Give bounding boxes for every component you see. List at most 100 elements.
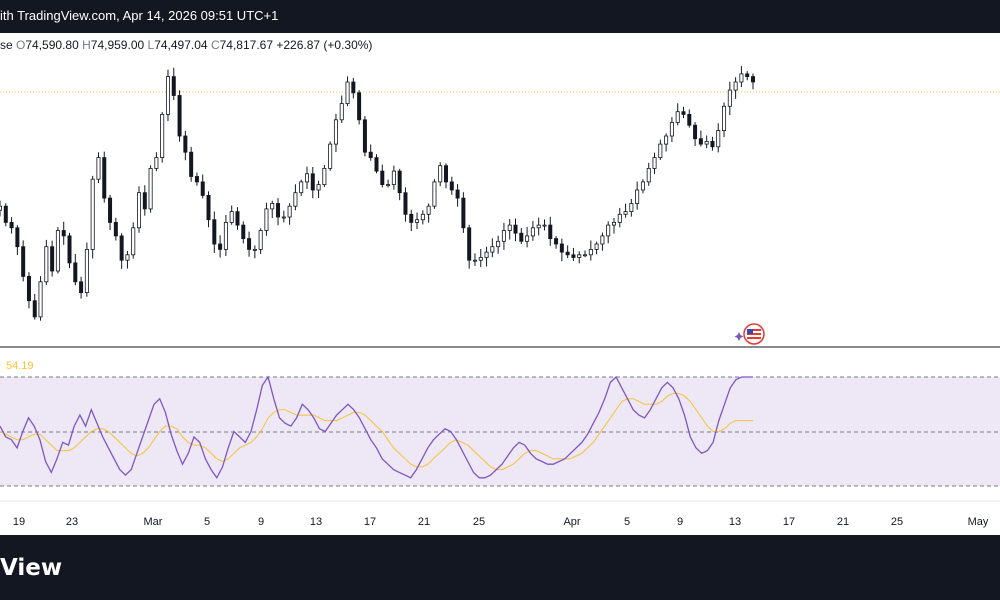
candle-body bbox=[200, 181, 205, 196]
x-tick-label: 5 bbox=[624, 516, 630, 528]
x-tick-label: 19 bbox=[13, 516, 25, 528]
candle-body bbox=[733, 81, 738, 91]
candle-body bbox=[600, 235, 605, 245]
candle-body bbox=[154, 157, 159, 169]
candle-body bbox=[276, 203, 281, 218]
candle-body bbox=[218, 243, 223, 250]
low-key: L bbox=[147, 38, 155, 52]
candle-body bbox=[351, 81, 356, 94]
candle-body bbox=[397, 170, 402, 194]
candle-body bbox=[640, 181, 645, 191]
candle-body bbox=[745, 73, 750, 78]
candle-body bbox=[26, 275, 31, 302]
candle-body bbox=[113, 221, 118, 237]
candle-body bbox=[559, 243, 564, 253]
x-tick-label: Mar bbox=[144, 516, 163, 528]
candle-body bbox=[258, 230, 263, 250]
candle-body bbox=[693, 124, 698, 140]
candle-body bbox=[131, 227, 136, 256]
candle-body bbox=[310, 173, 315, 191]
candle-body bbox=[206, 194, 211, 221]
candle-body bbox=[617, 213, 622, 223]
candle-body bbox=[368, 151, 373, 158]
candle-body bbox=[165, 76, 170, 115]
candle-body bbox=[606, 224, 611, 237]
candle-body bbox=[739, 73, 744, 83]
candles-group bbox=[0, 66, 756, 321]
candle-body bbox=[61, 230, 66, 237]
candle-body bbox=[189, 151, 194, 177]
candle-body bbox=[519, 232, 524, 242]
candle-body bbox=[698, 138, 703, 145]
candle-body bbox=[751, 76, 756, 83]
candle-body bbox=[108, 197, 113, 223]
candle-body bbox=[38, 281, 43, 318]
candle-body bbox=[432, 181, 437, 207]
candle-body bbox=[241, 224, 246, 240]
candle-body bbox=[722, 105, 727, 132]
x-tick-label: 23 bbox=[66, 516, 78, 528]
candle-body bbox=[635, 189, 640, 204]
candle-body bbox=[571, 254, 576, 258]
candle-body bbox=[96, 157, 101, 180]
candle-body bbox=[235, 211, 240, 226]
candle-body bbox=[15, 227, 20, 248]
candle-body bbox=[554, 238, 559, 245]
candle-body bbox=[304, 173, 309, 183]
close-value: 74,817.67 bbox=[219, 38, 273, 52]
candle-body bbox=[264, 208, 269, 231]
candle-body bbox=[536, 224, 541, 229]
candle-body bbox=[322, 167, 327, 185]
x-tick-label: 25 bbox=[473, 516, 485, 528]
x-tick-label: Apr bbox=[563, 516, 580, 528]
candle-body bbox=[44, 246, 49, 283]
candle-body bbox=[9, 221, 14, 229]
price-chart[interactable]: 54.19 19 23 Mar 5 9 13 17 21 25 Apr 5 9 13 17 21 25 May bbox=[0, 33, 1000, 535]
us-flag-event-icon[interactable] bbox=[734, 323, 765, 345]
brand-logo-text: View bbox=[0, 555, 63, 581]
x-tick-label: 21 bbox=[418, 516, 430, 528]
candle-body bbox=[252, 248, 257, 251]
candle-body bbox=[137, 192, 142, 229]
x-tick-label: 13 bbox=[310, 516, 322, 528]
rsi-line bbox=[0, 375, 753, 480]
x-tick-label: 13 bbox=[729, 516, 741, 528]
candle-body bbox=[669, 122, 674, 137]
candle-body bbox=[415, 219, 420, 223]
candle-body bbox=[67, 235, 72, 264]
high-key: H bbox=[82, 38, 91, 52]
candle-body bbox=[90, 178, 95, 250]
candle-body bbox=[79, 281, 84, 294]
candle-body bbox=[287, 205, 292, 218]
candle-body bbox=[461, 197, 466, 229]
candle-body bbox=[594, 243, 599, 250]
candle-body bbox=[183, 135, 188, 153]
open-key: O bbox=[16, 38, 26, 52]
candle-body bbox=[501, 230, 506, 242]
candle-body bbox=[583, 254, 588, 257]
close-label-fragment: se bbox=[0, 38, 13, 52]
x-tick-label: 9 bbox=[258, 516, 264, 528]
candle-body bbox=[675, 111, 680, 123]
candle-body bbox=[490, 246, 495, 253]
candle-body bbox=[339, 103, 344, 121]
candle-body bbox=[270, 203, 275, 210]
candle-body bbox=[472, 259, 477, 262]
candle-body bbox=[449, 181, 454, 191]
candle-body bbox=[32, 300, 37, 318]
candle-body bbox=[73, 262, 78, 283]
candle-body bbox=[577, 254, 582, 258]
candle-body bbox=[478, 257, 483, 261]
candle-body bbox=[50, 246, 55, 272]
time-axis: 19 23 Mar 5 9 13 17 21 25 Apr 5 9 13 17 21 25 May bbox=[13, 516, 989, 528]
candle-body bbox=[664, 135, 669, 145]
candle-body bbox=[496, 240, 501, 248]
candle-body bbox=[212, 219, 217, 245]
candle-body bbox=[525, 235, 530, 242]
rsi-value-label: 54.19 bbox=[6, 360, 34, 372]
candle-body bbox=[652, 157, 657, 169]
candle-body bbox=[293, 192, 298, 207]
candle-body bbox=[386, 184, 391, 187]
chart-title-text: ith TradingView.com, Apr 14, 2026 09:51 … bbox=[0, 8, 279, 23]
x-tick-label: 9 bbox=[677, 516, 683, 528]
